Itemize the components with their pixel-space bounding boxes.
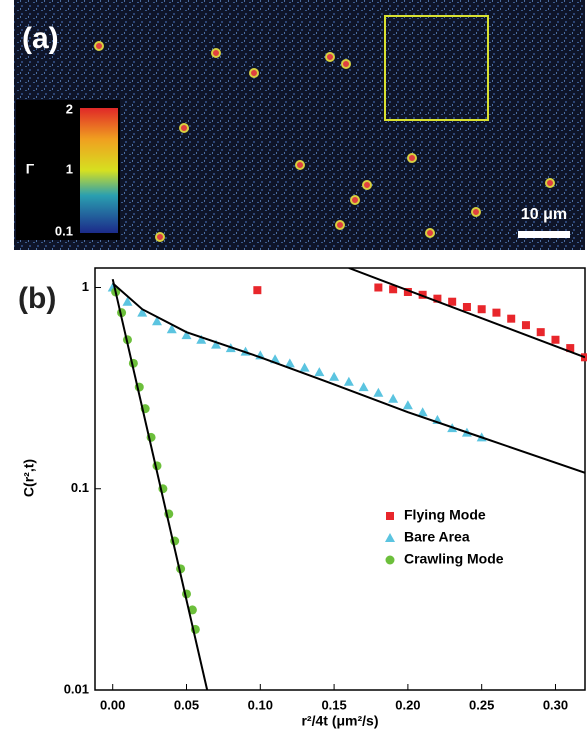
fit-line [112, 282, 585, 474]
x-axis-label: r²/4t (μm²/s) [301, 713, 378, 729]
colorbar-tick: 2 [66, 101, 73, 116]
colorbar-tick: 1 [66, 161, 73, 176]
y-tick-label: 1 [82, 279, 89, 294]
plot-frame [94, 267, 586, 691]
fit-line [111, 278, 209, 690]
point [402, 400, 413, 410]
x-tick-label: 0.00 [100, 697, 125, 712]
point [388, 393, 399, 403]
y-axis-label: C(r²,t) [21, 459, 37, 497]
scale-bar-label: 10 μm [521, 206, 567, 223]
panel-label: (b) [18, 282, 56, 315]
x-tick-label: 0.25 [469, 697, 494, 712]
point [299, 362, 310, 372]
point [314, 367, 325, 377]
micrograph [14, 0, 585, 250]
point [122, 296, 133, 306]
point [196, 334, 207, 344]
legend-marker [385, 555, 395, 565]
point [151, 316, 162, 326]
legend-label: Bare Area [404, 529, 470, 545]
point [329, 371, 340, 381]
point [418, 290, 427, 299]
point [211, 339, 222, 349]
point [433, 294, 442, 303]
point [551, 335, 560, 344]
panel-label: (a) [22, 22, 59, 55]
point [253, 286, 262, 295]
point [374, 283, 383, 292]
y-tick-label: 0.01 [64, 681, 89, 696]
x-tick-label: 0.15 [321, 697, 346, 712]
x-tick-label: 0.20 [395, 697, 420, 712]
x-tick-label: 0.10 [248, 697, 273, 712]
legend-label: Crawling Mode [404, 551, 504, 567]
point [462, 303, 471, 312]
point [137, 307, 148, 317]
point [166, 324, 177, 334]
colorbar-tick: 0.1 [55, 223, 73, 238]
colorbar-title: Γ [26, 161, 35, 177]
point [373, 387, 384, 397]
legend-marker [385, 533, 395, 542]
point [358, 382, 369, 392]
point [389, 285, 398, 294]
point [403, 287, 412, 296]
point [492, 308, 501, 317]
point [417, 407, 428, 417]
point [566, 344, 575, 353]
point [536, 328, 545, 337]
x-tick-label: 0.05 [174, 697, 199, 712]
fit-line [348, 268, 585, 359]
point [284, 358, 295, 368]
point [448, 297, 457, 306]
legend-marker [386, 512, 394, 520]
x-tick-label: 0.30 [543, 697, 568, 712]
y-tick-label: 0.1 [71, 480, 89, 495]
point [343, 376, 354, 386]
point [521, 321, 530, 330]
point [507, 314, 516, 323]
point [477, 305, 486, 314]
legend-label: Flying Mode [404, 507, 486, 523]
point [181, 330, 192, 340]
